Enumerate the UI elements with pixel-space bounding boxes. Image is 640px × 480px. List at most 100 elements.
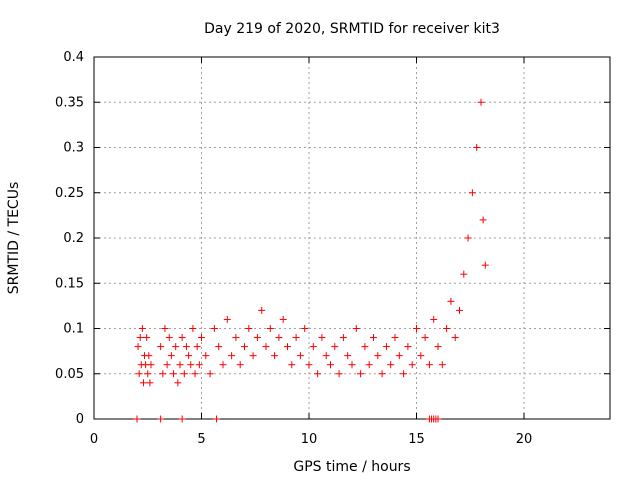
scatter-point: [232, 334, 240, 342]
scatter-point: [219, 361, 227, 369]
scatter-point: [296, 352, 304, 360]
y-tick-label: 0.35: [55, 95, 84, 110]
scatter-point: [253, 334, 261, 342]
y-tick-label: 0: [76, 412, 84, 427]
scatter-point: [365, 361, 373, 369]
scatter-point: [404, 343, 412, 351]
scatter-point: [468, 189, 476, 197]
scatter-point: [180, 370, 188, 378]
scatter-point: [163, 361, 171, 369]
scatter-point: [144, 370, 152, 378]
y-tick-label: 0.4: [63, 50, 84, 65]
scatter-point: [473, 144, 481, 151]
scatter-point: [417, 352, 425, 360]
scatter-point: [185, 352, 193, 360]
scatter-point: [305, 361, 313, 369]
scatter-point: [279, 315, 287, 323]
scatter-point: [344, 352, 352, 360]
scatter-point: [284, 343, 291, 351]
scatter-point: [143, 334, 151, 342]
scatter-point: [182, 343, 190, 351]
scatter-point: [189, 325, 197, 332]
scatter-point: [335, 370, 343, 378]
scatter-point: [331, 343, 339, 351]
scatter-point: [236, 361, 244, 369]
scatter-point: [241, 343, 248, 351]
scatter-point: [157, 343, 165, 351]
scatter-point: [382, 343, 390, 351]
scatter-point: [434, 415, 442, 423]
scatter-point: [395, 352, 403, 360]
scatter-point: [135, 370, 143, 378]
scatter-point: [425, 361, 433, 369]
scatter-point: [357, 370, 365, 378]
scatter-point: [159, 370, 167, 378]
scatter-point: [193, 343, 201, 351]
scatter-point: [481, 261, 489, 269]
scatter-point: [327, 361, 334, 369]
x-tick-label: 10: [301, 432, 318, 447]
scatter-point: [456, 306, 463, 314]
scatter-point: [266, 325, 274, 332]
scatter-point: [430, 315, 438, 323]
scatter-point: [370, 334, 377, 342]
scatter-point: [391, 334, 399, 342]
scatter-point: [258, 306, 266, 314]
y-tick-label: 0.05: [55, 367, 84, 382]
scatter-point: [167, 352, 175, 360]
scatter-point: [198, 334, 205, 342]
chart-title: Day 219 of 2020, SRMTID for receiver kit…: [204, 21, 500, 37]
scatter-point: [139, 379, 147, 387]
scatter-point: [145, 352, 153, 360]
scatter-point: [447, 297, 455, 305]
scatter-point: [191, 370, 199, 378]
scatter-point: [165, 334, 173, 342]
y-tick-label: 0.15: [55, 276, 84, 291]
scatter-point: [339, 334, 347, 342]
scatter-point: [157, 415, 165, 423]
x-tick-label: 0: [90, 432, 98, 447]
scatter-point: [477, 98, 485, 106]
y-tick-label: 0.1: [63, 322, 84, 337]
scatter-point: [176, 361, 184, 369]
scatter-point: [322, 352, 330, 360]
scatter-point: [147, 361, 155, 369]
scatter-point: [413, 325, 420, 332]
scatter-point: [400, 370, 408, 378]
scatter-point: [202, 352, 210, 360]
scatter-point: [146, 379, 154, 387]
scatter-point: [249, 352, 257, 360]
x-tick-label: 20: [516, 432, 533, 447]
scatter-point: [348, 361, 356, 369]
scatter-point: [210, 325, 218, 332]
x-tick-label: 5: [197, 432, 205, 447]
scatter-point: [421, 334, 429, 342]
x-tick-label: 15: [408, 432, 425, 447]
scatter-point: [374, 352, 382, 360]
scatter-point: [161, 325, 169, 332]
scatter-point: [178, 334, 186, 342]
scatter-point: [479, 216, 487, 224]
scatter-point: [275, 334, 283, 342]
scatter-point: [318, 334, 326, 342]
scatter-point: [138, 325, 146, 332]
points: [133, 98, 489, 423]
scatter-point: [136, 334, 144, 342]
scatter-point: [361, 343, 369, 351]
scatter-point: [352, 325, 360, 332]
scatter-point: [460, 270, 468, 278]
scatter-point: [134, 343, 142, 351]
scatter-point: [288, 361, 296, 369]
scatter-point: [387, 361, 395, 369]
scatter-point: [464, 234, 472, 242]
scatter-point: [206, 370, 214, 378]
scatter-point: [228, 352, 236, 360]
scatter-point: [178, 415, 186, 423]
scatter-point: [309, 343, 317, 351]
scatter-point: [271, 352, 279, 360]
scatter-point: [314, 370, 322, 378]
scatter-point: [451, 334, 459, 342]
ticks: 0 0.05 0.1 0.15 0.2 0.25 0.3 0.35 0.4 0 5 10 15 20: [55, 50, 610, 447]
scatter-point: [174, 379, 182, 387]
